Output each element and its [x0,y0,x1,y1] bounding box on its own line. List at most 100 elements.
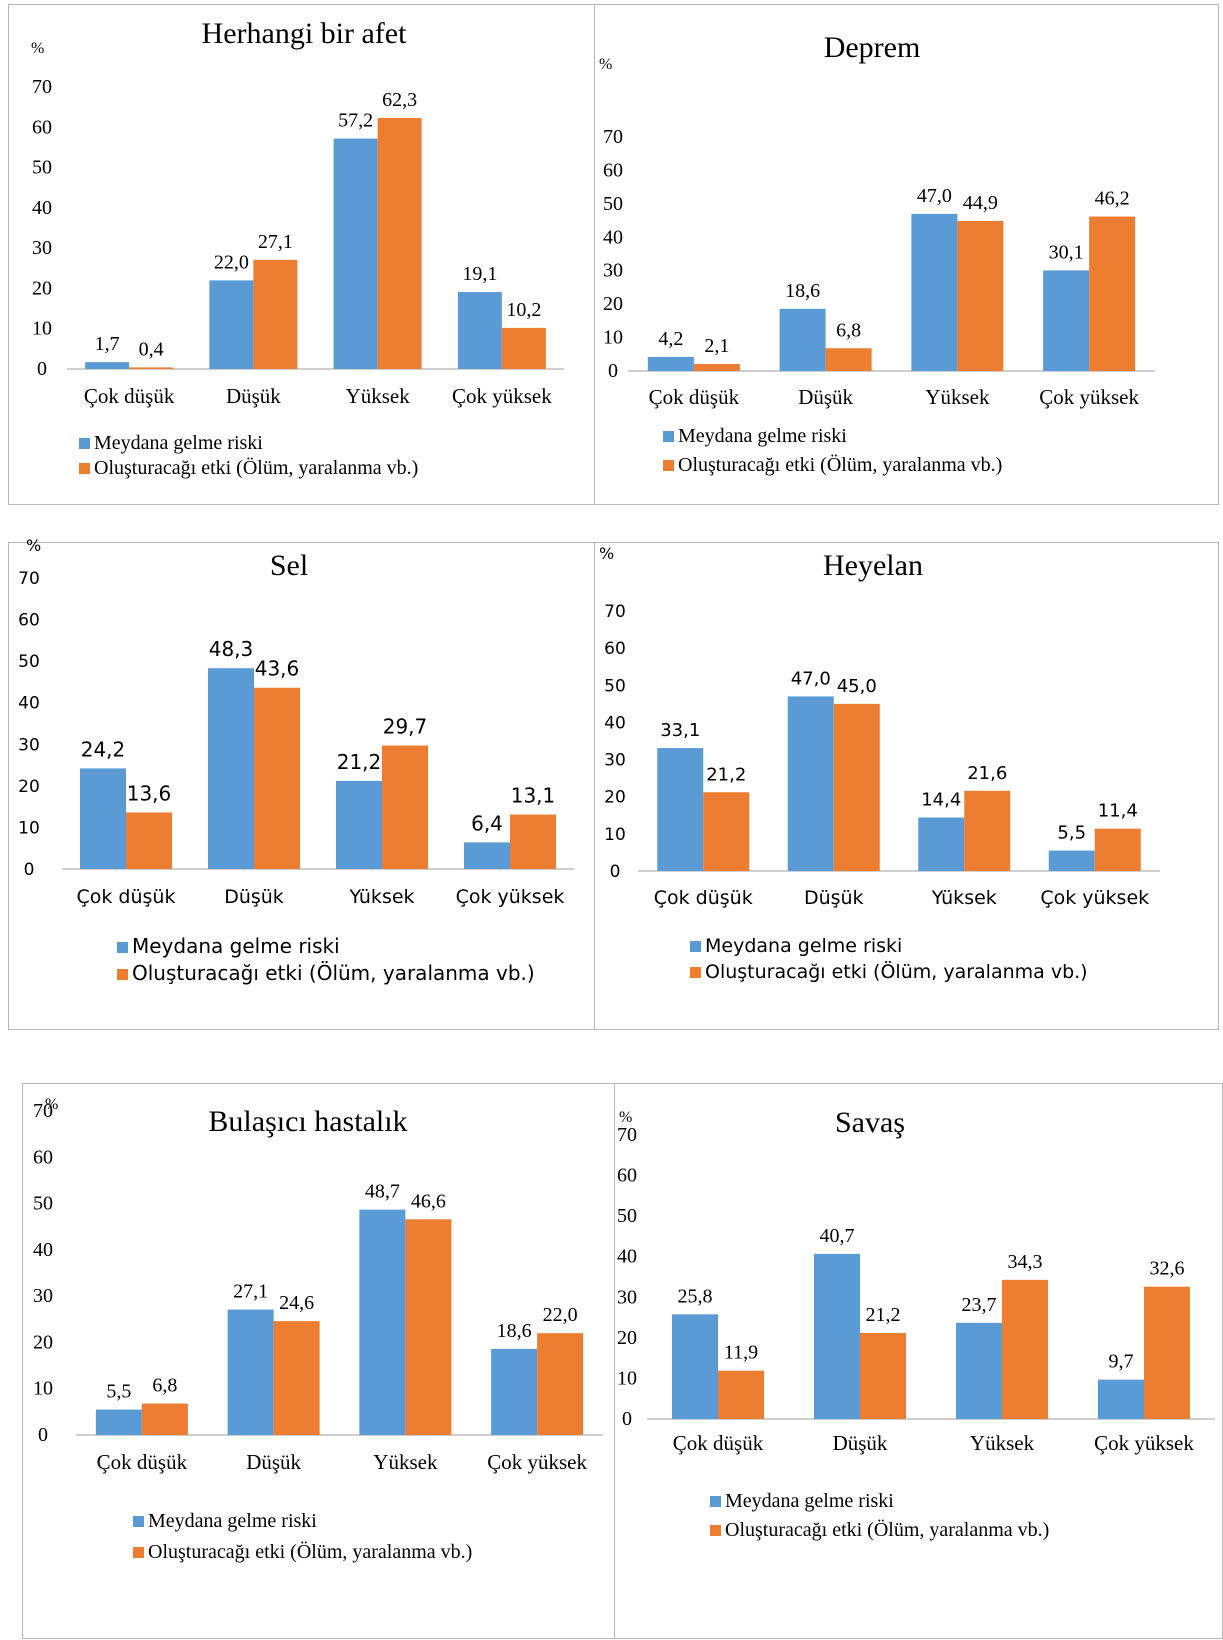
data-label: 48,7 [365,1181,400,1203]
y-tick-label: 10 [617,1367,637,1389]
data-label: 46,2 [1095,188,1130,210]
y-tick-label: 0 [622,1408,632,1430]
data-label: 29,7 [383,715,428,739]
data-label: 24,6 [279,1292,314,1314]
chart-svg: Herhangi bir afet% 0 10 20 30 40 50 60 70 Çok düş… [31,17,564,479]
data-label: 27,1 [233,1281,268,1303]
bar-cok-yuksek-risk [464,842,510,869]
data-label: 14,4 [921,790,961,811]
data-label: 2,1 [704,335,729,357]
bar-dusuk-impact [833,703,880,871]
legend-swatch-impact [663,460,674,471]
data-label: 19,1 [462,263,497,285]
data-label: 62,3 [382,89,417,111]
data-label: 57,2 [338,110,373,132]
y-axis-unit-label: % [599,56,612,73]
data-label: 23,7 [962,1294,997,1316]
data-label: 45,0 [837,676,877,697]
bar-cok-dusuk-risk [657,748,704,871]
data-label: 40,7 [820,1225,855,1247]
data-label: 5,5 [106,1381,131,1403]
chart-title: Sel [270,549,308,582]
legend-swatch-risk [690,941,701,952]
data-label: 21,2 [337,750,382,774]
legend-swatch-risk [710,1496,721,1507]
data-label: 24,2 [81,737,126,761]
y-axis-unit-label: % [45,1096,58,1113]
x-tick-label: Çok düşük [77,886,176,908]
legend-label-risk: Meydana gelme riski [725,1490,894,1512]
data-label: 11,4 [1098,801,1138,822]
bar-cok-dusuk-impact [126,812,172,869]
x-tick-label: Düşük [246,1450,301,1474]
legend-label-impact: Oluşturacağı etki (Ölüm, yaralanma vb.) [94,456,418,479]
x-tick-label: Çok düşük [654,887,753,909]
bar-yuksek-risk [918,817,965,871]
bar-cok-dusuk-risk [647,356,694,371]
chart-svg: Savaş% 0 10 20 30 40 50 60 70 Çok düşük 25,8 11,9 Dü… [617,1106,1215,1541]
y-axis-unit-label: % [619,1109,632,1126]
bar-yuksek-risk [911,213,958,371]
bar-yuksek-risk [359,1209,406,1435]
bar-cok-dusuk-impact [141,1403,188,1435]
legend-swatch-risk [79,438,90,449]
bar-dusuk-impact [825,348,872,371]
y-tick-label: 0 [24,860,35,880]
x-tick-label: Yüksek [931,887,997,909]
y-tick-label: 20 [18,777,40,797]
x-tick-label: Çok düşük [84,384,175,408]
bar-dusuk-impact [860,1332,906,1419]
bar-dusuk-impact [273,1321,320,1435]
y-tick-label: 60 [32,116,52,138]
legend-label-impact: Oluşturacağı etki (Ölüm, yaralanma vb.) [705,960,1088,983]
chart-panel-deprem: Deprem% 0 10 20 30 40 50 60 70 Çok düşük 4,2 2,1 Düş… [594,4,1219,505]
y-tick-label: 10 [603,327,623,349]
data-label: 13,1 [511,784,556,808]
bar-cok-dusuk-impact [703,792,750,871]
bar-cok-yuksek-impact [537,1333,584,1435]
data-label: 18,6 [497,1320,532,1342]
legend-swatch-impact [690,967,701,978]
y-tick-label: 60 [617,1165,637,1187]
chart-panel-heyelan: Heyelan% 0 10 20 30 40 50 60 70 Çok düşük 33,1 21,2… [594,542,1219,1030]
y-tick-label: 20 [604,788,626,808]
chart-svg: Sel% 0 10 20 30 40 50 60 70 Çok düşük 24,213,6 Düşü… [18,536,574,985]
x-tick-label: Çok yüksek [487,1450,587,1474]
y-tick-label: 70 [32,76,52,98]
x-tick-label: Düşük [798,385,853,409]
bar-cok-dusuk-impact [718,1370,764,1419]
data-label: 47,0 [791,668,831,689]
bar-cok-dusuk-risk [85,362,130,369]
data-label: 11,9 [724,1342,758,1364]
chart-panel-sel: Sel% 0 10 20 30 40 50 60 70 Çok düşük 24,2 13,6 Düşü… [8,536,595,1030]
data-label: 32,6 [1150,1258,1185,1280]
y-tick-label: 10 [604,825,626,845]
y-tick-label: 70 [33,1100,53,1122]
data-label: 21,2 [706,764,746,785]
x-tick-label: Düşük [226,384,281,408]
legend-label-impact: Oluşturacağı etki (Ölüm, yaralanma vb.) [725,1518,1049,1541]
legend-label-risk: Meydana gelme riski [94,432,263,454]
y-tick-label: 40 [18,694,40,714]
y-tick-label: 20 [617,1327,637,1349]
bar-yuksek-impact [405,1219,452,1435]
legend-swatch-impact [117,969,128,980]
y-tick-label: 70 [617,1124,637,1146]
y-tick-label: 40 [32,197,52,219]
data-label: 27,1 [258,231,293,253]
y-tick-label: 50 [33,1193,53,1215]
chart-title: Deprem [824,31,921,64]
legend-label-risk: Meydana gelme riski [705,935,902,957]
chart-panel-herhangi-bir-afet: Herhangi bir afet% 0 10 20 30 40 50 60 70 Çok düş… [8,4,595,505]
x-tick-label: Düşük [224,886,284,908]
y-tick-label: 20 [33,1331,53,1353]
bar-cok-yuksek-risk [491,1348,538,1435]
bar-dusuk-impact [254,687,300,869]
bar-cok-yuksek-risk [457,292,502,369]
legend-label-risk: Meydana gelme riski [678,425,847,447]
data-label: 4,2 [658,328,683,350]
bar-cok-yuksek-impact [510,814,556,869]
chart-panel-bulasici-hastalik: Bulaşıcı hastalık% 0 10 20 30 40 50 60 70 Çok düş… [22,1083,616,1639]
bar-dusuk-risk [209,280,254,369]
x-tick-label: Düşük [833,1431,888,1455]
